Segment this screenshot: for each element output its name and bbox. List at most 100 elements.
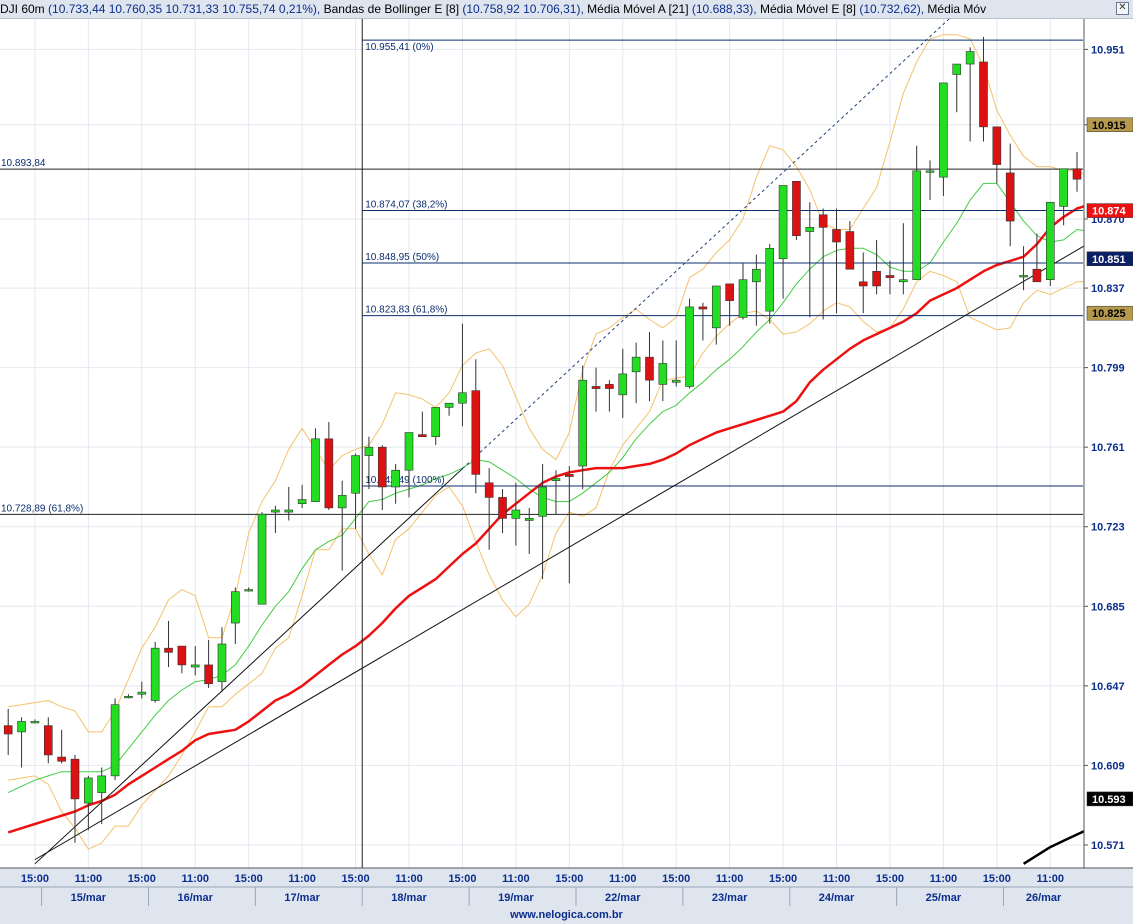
time-tick-label: 15:00 (662, 873, 690, 885)
fib-level-label: 10.742,49 (100%) (365, 475, 445, 486)
candle-body (979, 61, 988, 128)
candle-body (899, 279, 908, 283)
candle-body (124, 696, 133, 699)
candle-body (671, 379, 681, 383)
candle-body (444, 402, 454, 408)
candle-body (698, 306, 708, 310)
candle-body (164, 647, 173, 653)
time-tick-label: 15:00 (235, 873, 263, 885)
time-axis: 15:00 11:00 15:00 11:00 15:00 11:00 15:00 11:00… (0, 867, 1133, 906)
ma-e-values: (10.732,62), (859, 2, 925, 16)
candle-body (498, 497, 507, 519)
ma-truncated-label: Média Móv (927, 2, 987, 16)
candle-body (631, 356, 641, 373)
time-tick-label: 11:00 (502, 873, 530, 885)
trend-line (34, 468, 463, 865)
candle-body (3, 725, 13, 735)
candle-body (471, 390, 481, 475)
ma8-line (7, 182, 1133, 794)
candle-body (738, 279, 748, 318)
candle-body (565, 474, 574, 477)
ma-a-values: (10.688,33), (691, 2, 757, 16)
candle-body (645, 356, 654, 381)
time-tick-label: 11:00 (930, 873, 958, 885)
chart-title-bar: DJI 60m (10.733,44 10.760,35 10.731,33 1… (0, 0, 1133, 19)
candle-body (57, 756, 66, 762)
price-tick-label: 10.951 (1091, 44, 1125, 56)
price-tag-label: 10.593 (1092, 794, 1126, 806)
price-tick-label: 10.647 (1091, 681, 1125, 693)
price-tick-label: 10.723 (1091, 522, 1125, 534)
symbol-label: DJI 60m (0, 2, 45, 16)
time-tick-label: 15:00 (21, 873, 49, 885)
close-icon[interactable]: ✕ (1116, 2, 1129, 15)
candle-body (618, 373, 628, 396)
day-label: 26/mar (1026, 892, 1062, 904)
time-tick-label: 15:00 (128, 873, 156, 885)
time-tick-label: 11:00 (75, 873, 103, 885)
price-tick-label: 10.837 (1091, 283, 1125, 295)
hline-label: 10.893,84 (1, 158, 46, 169)
candle-body (311, 438, 320, 502)
time-tick-label: 11:00 (1037, 873, 1065, 885)
candle-body (551, 478, 561, 481)
candle-body (284, 509, 294, 513)
bollinger-upper-line (8, 34, 1133, 733)
time-tick-label: 11:00 (288, 873, 316, 885)
candle-body (1045, 201, 1055, 280)
candle-body (364, 446, 374, 456)
candle-body (217, 643, 227, 682)
fib-level-label: 10.848,95 (50%) (365, 252, 439, 263)
price-axis-background (1084, 18, 1133, 872)
candle-body (1072, 168, 1082, 180)
time-tick-label: 15:00 (448, 873, 476, 885)
candle-body (858, 281, 868, 287)
candle-body (792, 181, 801, 237)
candle-body (84, 777, 93, 804)
time-tick-label: 15:00 (983, 873, 1011, 885)
candle-body (1032, 268, 1042, 283)
plot-area: 10.893,84 10.728,89 (61,8%) 10.955,41 (0%)… (0, 17, 1133, 868)
candle-body (965, 51, 975, 65)
candle-body (939, 82, 948, 178)
candle-body (725, 283, 734, 301)
price-tick-label: 10.685 (1091, 601, 1125, 613)
candle-body (231, 591, 240, 624)
candle-body (538, 486, 547, 517)
price-tag (1086, 203, 1133, 218)
candle-body (391, 469, 400, 488)
price-tag-label: 10.851 (1092, 254, 1126, 266)
candle-body (765, 247, 775, 312)
candle-body (431, 407, 441, 438)
candle-body (458, 392, 467, 404)
candle-body (137, 691, 147, 695)
footer-url[interactable]: www.nelogica.com.br (510, 909, 623, 921)
time-tick-label: 11:00 (823, 873, 851, 885)
candle-body (204, 664, 213, 685)
day-label: 15/mar (71, 892, 107, 904)
fib-top-label: 10.955,41 (0%) (365, 42, 433, 53)
candle-body (1059, 168, 1068, 207)
candle-body (885, 275, 895, 278)
candle-body (30, 721, 40, 724)
candle-body (818, 214, 828, 228)
plot-background (0, 18, 1083, 868)
price-tag-label: 10.874 (1092, 206, 1127, 218)
candle-body (778, 185, 788, 260)
day-label: 17/mar (284, 892, 320, 904)
trend-line-extension (462, 17, 951, 470)
candles-group (3, 36, 1122, 843)
candle-body (244, 589, 253, 592)
day-label: 22/mar (605, 892, 641, 904)
time-tick-label: 15:00 (555, 873, 583, 885)
time-tick-label: 11:00 (716, 873, 744, 885)
day-label: 24/mar (819, 892, 855, 904)
candle-body (845, 231, 855, 270)
candle-body (752, 268, 761, 283)
candle-body (484, 482, 494, 498)
day-label: 16/mar (177, 892, 213, 904)
candle-body (70, 758, 80, 800)
price-axis: 10.571 10.609 10.647 10.685 10.723 10.761 10.7… (1083, 18, 1133, 872)
